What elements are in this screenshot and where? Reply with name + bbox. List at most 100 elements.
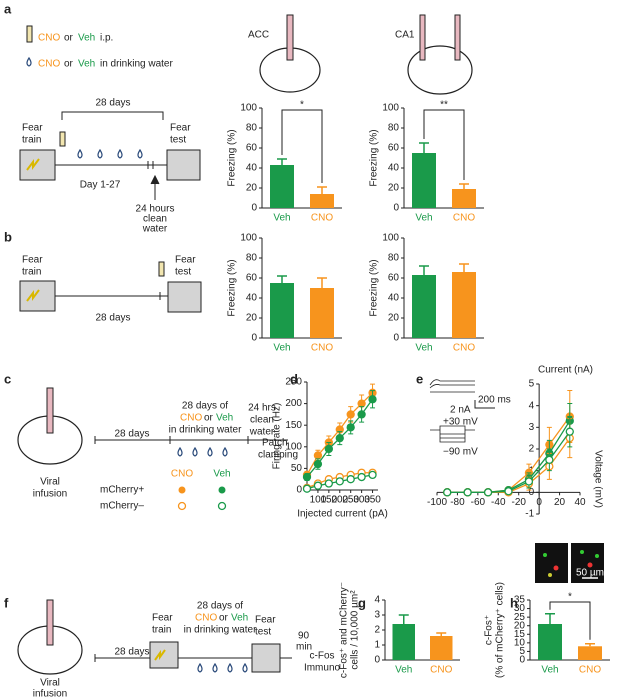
y-tick-label: 0 (393, 333, 399, 344)
y-tick-label: 60 (388, 143, 400, 154)
y-tick-label: 100 (382, 233, 399, 244)
inset-steps (430, 425, 475, 443)
drop (26, 56, 32, 67)
day-label: Day 1-27 (80, 180, 121, 191)
y-tick-label: 40 (388, 293, 400, 304)
point (504, 487, 513, 496)
micrograph (571, 543, 604, 583)
sig-bracket (423, 109, 465, 180)
shock (26, 289, 40, 302)
y-tick-label: 250 (285, 377, 302, 388)
fear-test: test (170, 135, 186, 146)
x-tick-label: 350 (364, 495, 381, 506)
point (313, 459, 323, 469)
cfos-label: c-Fos (310, 651, 335, 662)
viral-label: infusion (33, 689, 67, 697)
y-tick-label: 35 (514, 595, 526, 606)
inset-label: +30 mV (443, 417, 478, 428)
error-bar (398, 614, 409, 624)
bar (310, 194, 334, 208)
point (443, 488, 452, 497)
y-tick-label: 0 (251, 203, 257, 214)
delay-label: 90 (298, 631, 310, 642)
y-tick-label: 200 (285, 398, 302, 409)
point (368, 395, 377, 404)
fear-test: test (175, 267, 191, 278)
cno-label: CNO (180, 413, 202, 424)
x-tick-label: Veh (273, 343, 290, 354)
drops (197, 662, 248, 673)
x-axis-label: Voltage (mV) (592, 450, 603, 508)
point (302, 472, 312, 482)
y-axis-label: c-Fos⁺ and mCherry⁻ (339, 582, 350, 678)
or-label: or (219, 613, 229, 624)
inset-scale (474, 400, 495, 409)
drops (177, 446, 228, 457)
drinking-label: in drinking water (184, 625, 257, 636)
micrograph (535, 543, 568, 583)
scale-label: 50 µm (576, 568, 604, 579)
inset-label: 2 nA (450, 405, 471, 416)
error-bar (419, 265, 429, 275)
fear-train: train (22, 135, 41, 146)
y-tick-label: 20 (388, 313, 400, 324)
y-tick-label: 2 (374, 625, 380, 636)
or-label: or (64, 33, 74, 44)
y-tick-label: 20 (514, 620, 526, 631)
inset-label: 200 ms (478, 395, 511, 406)
cell (543, 553, 547, 557)
shock (154, 649, 166, 661)
bracket (61, 111, 164, 120)
fear-train-box (149, 641, 179, 669)
y-tick-label: 20 (388, 183, 400, 194)
point (302, 484, 312, 493)
clean-label: 24 hrs (248, 403, 276, 414)
sig-label: * (568, 592, 572, 603)
clean-label: clean (143, 214, 167, 225)
bar (270, 283, 294, 338)
point (463, 488, 472, 497)
legend-pos: mCherry+ (100, 485, 144, 496)
error-bar (459, 183, 469, 189)
y-axis-label: (% of mCherry⁺ cells) (495, 582, 506, 678)
x-tick-label: 0 (536, 497, 542, 508)
y-tick-label: 5 (519, 646, 525, 657)
drinking-label: in drinking water (169, 425, 242, 436)
clean-label: clean (250, 415, 274, 426)
x-tick-label: CNO (430, 665, 452, 676)
y-tick-label: 20 (246, 183, 258, 194)
x-tick-label: 250 (342, 495, 359, 506)
sig-label: * (300, 100, 304, 111)
schematic: a b c d e f g h CNO or Veh i.p. CNO or V… (4, 1, 604, 697)
error-bar (277, 158, 287, 165)
viral-label: infusion (33, 489, 67, 500)
x-tick-label: Veh (541, 665, 558, 676)
point (335, 477, 344, 486)
point (324, 479, 333, 488)
chart-title: Current (nA) (538, 365, 593, 376)
point (335, 434, 344, 443)
point (324, 444, 333, 454)
bar (578, 646, 602, 660)
x-tick-label: CNO (453, 213, 475, 224)
panel-letter: e (416, 371, 423, 386)
fear-train: train (152, 625, 171, 636)
y-tick-label: 20 (246, 313, 258, 324)
x-tick-label: Veh (415, 343, 432, 354)
cell (553, 565, 559, 571)
or-label: or (204, 413, 214, 424)
point (524, 477, 534, 486)
sig-bracket (281, 109, 323, 183)
fear-train-box (19, 280, 56, 312)
syringe (286, 14, 294, 61)
veh-label: Veh (231, 613, 248, 624)
panel-letter: b (4, 229, 12, 244)
y-axis-label: Freezing (%) (227, 129, 238, 186)
y-tick-label: 40 (246, 293, 258, 304)
panel-letter: f (4, 595, 9, 610)
x-tick-label: Veh (273, 213, 290, 224)
shock (26, 158, 40, 171)
y-axis-label: cells / 10,000 µm² (350, 590, 361, 670)
legend-marker (218, 486, 226, 494)
